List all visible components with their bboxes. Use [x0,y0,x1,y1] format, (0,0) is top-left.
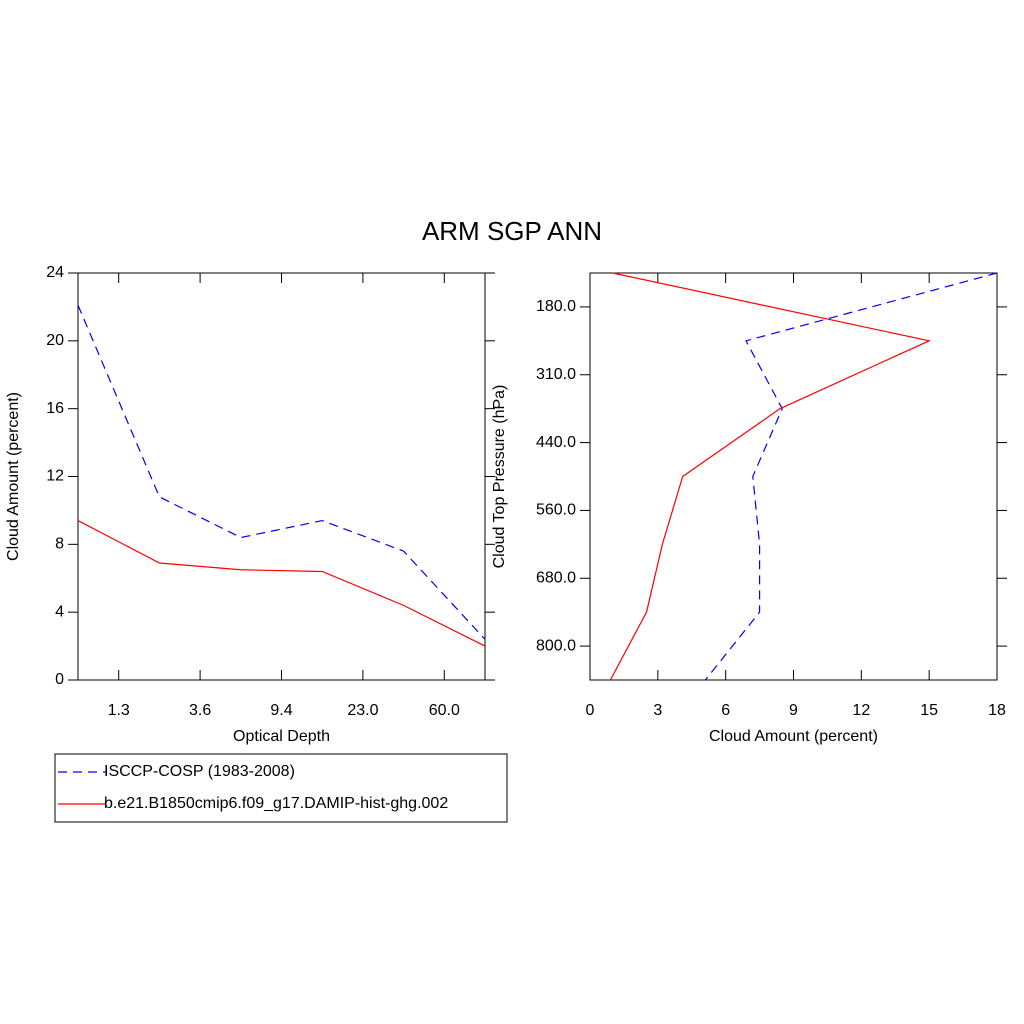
x-tick-label: 9 [789,702,798,719]
y-tick-label: 680.0 [536,569,576,586]
y-tick-label: 0 [55,671,64,688]
x-tick-label: 12 [852,702,870,719]
x-tick-label: 0 [586,702,595,719]
plot-frame [77,272,486,681]
y-tick-label: 4 [55,603,64,620]
y-tick-label: 8 [55,536,64,553]
x-tick-label: 1.3 [108,702,130,719]
x-axis-label: Cloud Amount (percent) [709,728,878,745]
y-tick-label: 20 [46,332,64,349]
y-tick-label: 440.0 [536,434,576,451]
legend-label: b.e21.B1850cmip6.f09_g17.DAMIP-hist-ghg.… [104,795,448,812]
x-tick-label: 3 [653,702,662,719]
y-axis-label: Cloud Top Pressure (hPa) [491,385,508,569]
y-tick-label: 560.0 [536,502,576,519]
y-axis-label: Cloud Amount (percent) [5,392,22,561]
y-tick-label: 12 [46,468,64,485]
x-tick-label: 6 [721,702,730,719]
plot-frame [589,272,998,681]
x-tick-label: 60.0 [429,702,460,719]
y-tick-label: 800.0 [536,637,576,654]
y-tick-label: 16 [46,400,64,417]
x-axis-label: Optical Depth [233,728,330,745]
y-tick-label: 310.0 [536,366,576,383]
y-tick-label: 24 [46,264,64,281]
series-line [609,272,932,681]
x-tick-label: 15 [920,702,938,719]
series-line [77,304,486,640]
x-tick-label: 23.0 [347,702,378,719]
x-tick-label: 9.4 [270,702,292,719]
x-tick-label: 3.6 [189,702,211,719]
legend-box [54,753,508,823]
y-tick-label: 180.0 [536,298,576,315]
series-line [704,272,998,681]
x-tick-label: 18 [988,702,1006,719]
legend-label: ISCCP-COSP (1983-2008) [104,763,295,780]
series-line [77,520,486,647]
figure-title: ARM SGP ANN [422,216,602,246]
